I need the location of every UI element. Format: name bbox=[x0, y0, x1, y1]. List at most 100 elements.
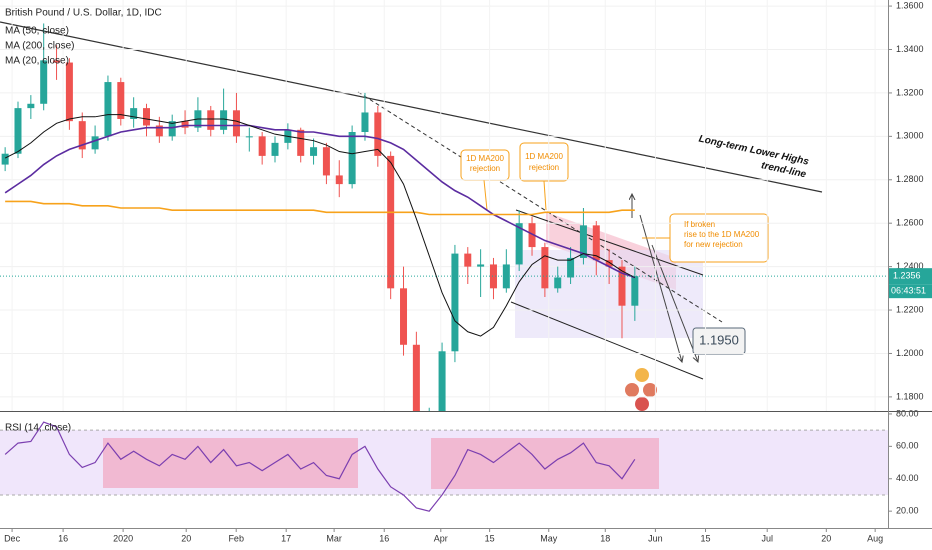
x-tick-label: Mar bbox=[326, 533, 342, 543]
ma-line bbox=[4, 124, 636, 279]
arrow bbox=[651, 244, 698, 362]
candle-body bbox=[361, 112, 369, 133]
annotation: rise to the 1D MA200 bbox=[684, 230, 760, 239]
x-tick-label: 17 bbox=[281, 533, 291, 543]
callout-box bbox=[669, 213, 769, 263]
y-tick-label: 1.2400 bbox=[896, 261, 924, 271]
candle-body bbox=[65, 62, 73, 122]
annotation: If broken bbox=[684, 220, 715, 229]
x-tick-label: 20 bbox=[181, 533, 191, 543]
event-icon bbox=[643, 383, 657, 397]
candle-body bbox=[631, 276, 639, 306]
candle-body bbox=[400, 288, 408, 345]
annotation: 1D MA200 bbox=[466, 154, 504, 163]
rsi-pane bbox=[0, 421, 888, 512]
x-tick-label: Jul bbox=[761, 533, 773, 543]
x-tick-label: 16 bbox=[58, 533, 68, 543]
candle-body bbox=[117, 82, 125, 119]
callout-pointer bbox=[543, 180, 547, 211]
rsi-tick-label: 60.00 bbox=[896, 441, 919, 451]
x-tick-label: Feb bbox=[228, 533, 244, 543]
candle-body bbox=[181, 121, 189, 128]
arrow bbox=[639, 214, 682, 362]
candle-body bbox=[489, 264, 497, 289]
candle-body bbox=[412, 344, 420, 411]
rsi-tick-label: 80.00 bbox=[896, 408, 919, 418]
candle-body bbox=[374, 112, 382, 156]
candle-body bbox=[335, 175, 343, 185]
last-price-tag bbox=[889, 268, 932, 285]
y-tick-label: 1.3200 bbox=[896, 87, 924, 97]
x-tick-label: Jun bbox=[648, 533, 663, 543]
y-tick-label: 1.1800 bbox=[896, 391, 924, 401]
candle-body bbox=[1, 153, 9, 165]
x-tick-label: 20 bbox=[821, 533, 831, 543]
candle-body bbox=[477, 264, 485, 267]
candle-body bbox=[40, 60, 48, 104]
countdown-tag bbox=[889, 284, 932, 299]
x-tick-label: Aug bbox=[867, 533, 883, 543]
event-icon bbox=[625, 383, 639, 397]
x-tick-label: 2020 bbox=[113, 533, 133, 543]
y-tick-label: 1.2600 bbox=[896, 218, 924, 228]
candle-body bbox=[579, 225, 587, 258]
channel-top bbox=[515, 209, 704, 276]
candle-body bbox=[207, 110, 215, 130]
annotation: rejection bbox=[470, 164, 500, 173]
rsi-zone bbox=[103, 438, 358, 488]
candle-body bbox=[310, 147, 318, 156]
ma-line bbox=[5, 200, 635, 216]
y-tick-label: 1.3400 bbox=[896, 44, 924, 54]
y-tick-label: 1.2200 bbox=[896, 304, 924, 314]
x-tick-label: Apr bbox=[434, 533, 448, 543]
event-icon bbox=[635, 368, 649, 382]
candle-body bbox=[245, 136, 253, 138]
legend-entry: MA (20, close) bbox=[5, 56, 69, 67]
candle-body bbox=[53, 60, 61, 63]
y-tick-label: 1.3600 bbox=[896, 0, 924, 10]
candle-body bbox=[502, 264, 510, 289]
dashed-line bbox=[357, 91, 723, 323]
target-label: 1.1950 bbox=[699, 332, 739, 347]
y-tick-label: 1.3000 bbox=[896, 131, 924, 141]
x-tick-label: May bbox=[540, 533, 558, 543]
candle-body bbox=[14, 108, 22, 154]
candle-body bbox=[168, 121, 176, 137]
candle-body bbox=[91, 136, 99, 150]
candle-body bbox=[618, 266, 626, 306]
rsi-zone bbox=[431, 438, 659, 489]
rsi-tick-label: 40.00 bbox=[896, 473, 919, 483]
last-price-label: 1.2356 bbox=[893, 271, 921, 281]
candle-body bbox=[258, 136, 266, 156]
callout-box bbox=[519, 142, 569, 182]
candle-body bbox=[104, 82, 112, 137]
candle-body bbox=[567, 257, 575, 278]
countdown: 06:43:51 bbox=[891, 286, 926, 296]
x-tick-label: 15 bbox=[701, 533, 711, 543]
ma-line bbox=[4, 114, 636, 337]
candle-body bbox=[232, 110, 240, 137]
chart-title: British Pound / U.S. Dollar, 1D, IDC bbox=[5, 8, 162, 19]
price-pane bbox=[0, 0, 888, 411]
rsi-tick-label: 20.00 bbox=[896, 506, 919, 516]
event-icon bbox=[635, 397, 649, 411]
candle-body bbox=[541, 247, 549, 289]
candle-body bbox=[143, 108, 151, 126]
candle-body bbox=[438, 351, 446, 411]
annotation: rejection bbox=[529, 163, 559, 172]
x-tick-label: 15 bbox=[485, 533, 495, 543]
candle-body bbox=[297, 129, 305, 156]
candle-body bbox=[605, 260, 613, 267]
candle-body bbox=[387, 155, 395, 289]
candle-body bbox=[78, 121, 86, 150]
rsi-legend: RSI (14, close) bbox=[5, 423, 71, 434]
candle-body bbox=[348, 132, 356, 185]
legend-entry: MA (50, close) bbox=[5, 26, 69, 37]
legend-entry: MA (200, close) bbox=[5, 41, 74, 52]
candle-body bbox=[528, 223, 536, 248]
candle-body bbox=[155, 125, 163, 137]
annotation: 1D MA200 bbox=[525, 152, 563, 161]
candle-body bbox=[515, 223, 523, 265]
rsi-line bbox=[4, 421, 636, 512]
